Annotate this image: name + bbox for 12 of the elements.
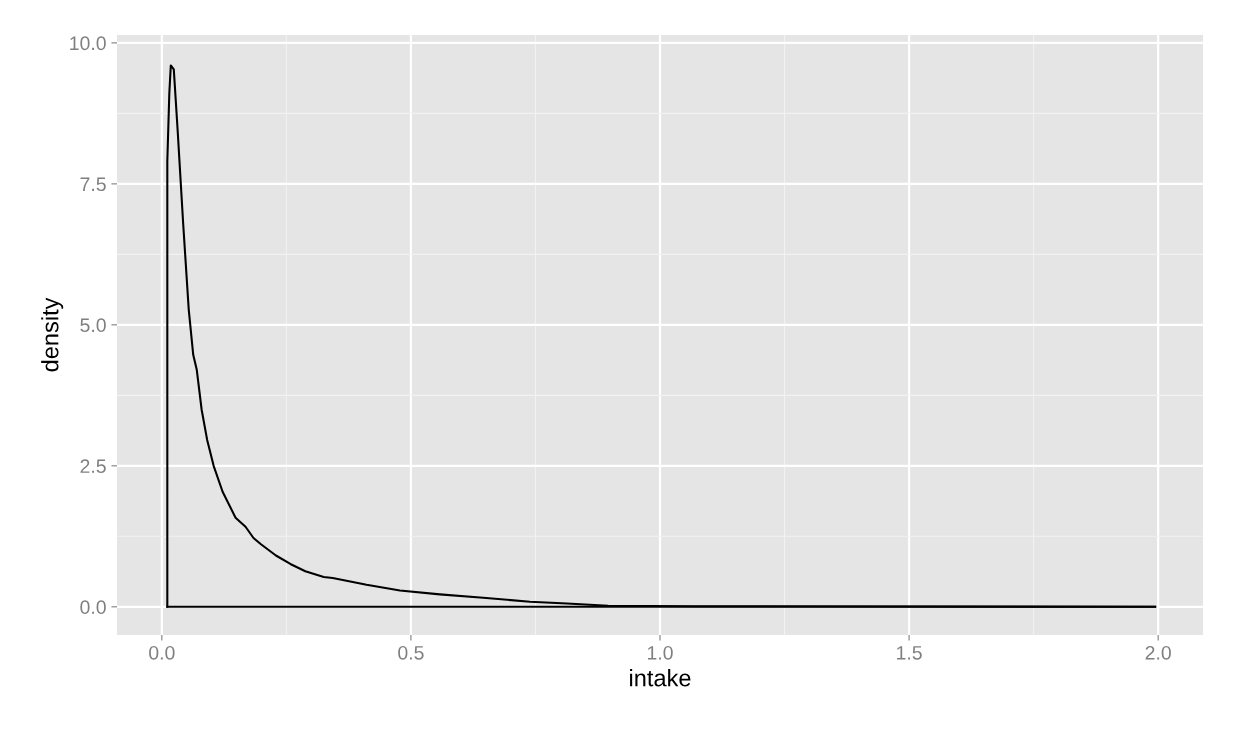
y-tick-label: 7.5 <box>80 177 106 192</box>
x-tick-label: 2.0 <box>1145 645 1171 660</box>
y-tick-label: 2.5 <box>80 459 106 474</box>
y-axis-title: density <box>41 297 64 372</box>
y-tick-label: 0.0 <box>80 600 106 615</box>
x-tick-label: 0.0 <box>149 645 175 660</box>
x-tick-label: 1.5 <box>897 646 922 660</box>
y-tick-label: 10.0 <box>70 36 106 51</box>
x-axis-title: intake <box>630 669 691 687</box>
x-tick-label: 1.0 <box>647 645 673 660</box>
y-tick-label: 5.0 <box>80 318 106 333</box>
x-tick-label: 0.5 <box>398 645 424 660</box>
